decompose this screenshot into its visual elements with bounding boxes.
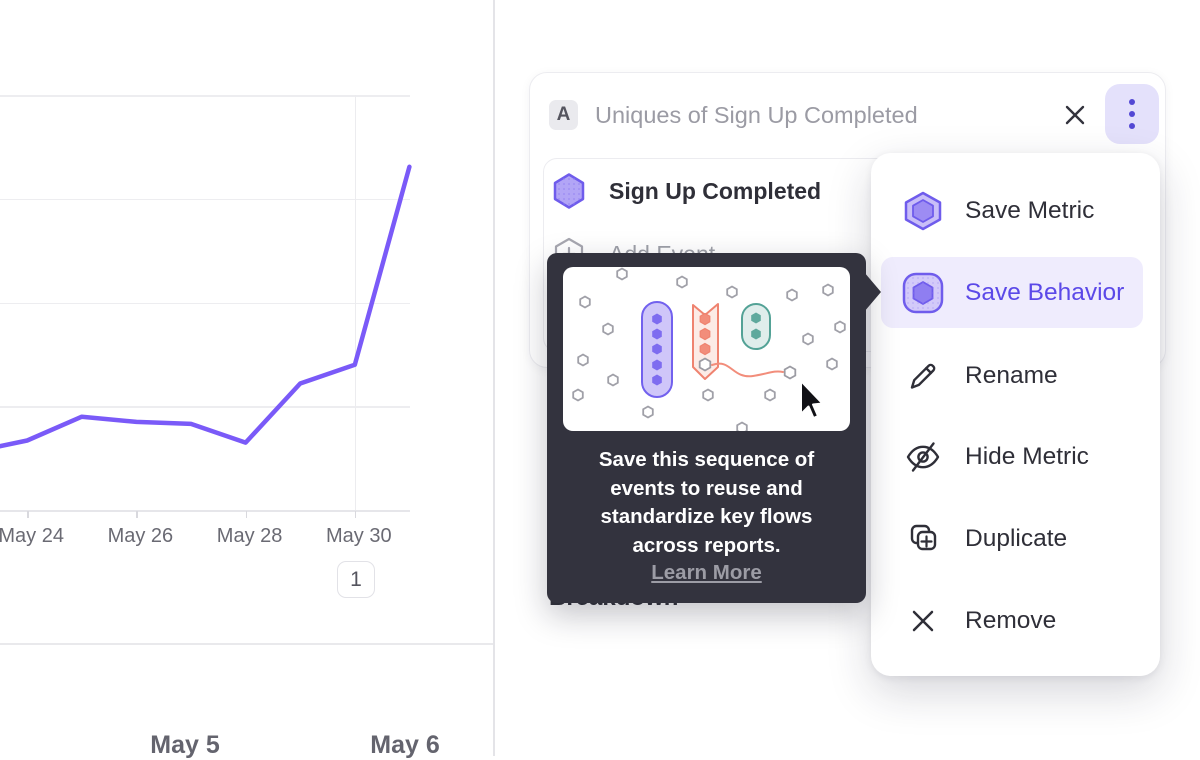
x-icon — [912, 610, 934, 631]
menu-item-label: Hide Metric — [965, 442, 1089, 470]
menu-item-duplicate[interactable]: Duplicate — [881, 503, 1143, 574]
menu-item-rename[interactable]: Rename — [881, 340, 1143, 411]
save-behavior-badge-icon — [902, 272, 944, 313]
x-axis-tick-label: May 26 — [107, 525, 174, 547]
close-button[interactable] — [1062, 102, 1088, 128]
more-options-button[interactable] — [1105, 84, 1159, 144]
gridline — [0, 198, 410, 201]
bottom-axis-label: May 6 — [370, 731, 440, 759]
tooltip-text: Save this sequence of events to reuse an… — [598, 448, 815, 557]
event-label: Sign Up Completed — [609, 177, 822, 204]
menu-item-label: Remove — [965, 606, 1057, 634]
eye-off-icon — [906, 441, 940, 472]
x-axis-tick-label: May 28 — [216, 525, 283, 547]
metric-letter-badge: A — [549, 100, 578, 130]
kebab-menu-icon — [1129, 99, 1135, 129]
pencil-icon — [910, 363, 936, 389]
gridline-vertical — [354, 95, 357, 510]
axis-tick — [245, 511, 248, 518]
menu-item-label: Save Behavior — [965, 278, 1125, 306]
gridline — [0, 406, 410, 408]
save-behavior-tooltip: Save this sequence of events to reuse an… — [547, 253, 881, 603]
panel-divider — [493, 0, 495, 756]
tooltip-arrow — [864, 272, 881, 312]
menu-item-save-behavior[interactable]: Save Behavior — [881, 257, 1143, 328]
sequence-illustration-graphic — [572, 267, 846, 431]
gridline — [0, 95, 410, 97]
x-axis-line — [0, 510, 410, 512]
menu-item-hide-metric[interactable]: Hide Metric — [881, 421, 1143, 492]
menu-item-label: Rename — [965, 361, 1058, 389]
axis-tick — [27, 511, 29, 518]
menu-item-label: Save Metric — [965, 196, 1095, 224]
menu-item-remove[interactable]: Remove — [881, 585, 1143, 656]
close-icon — [1065, 105, 1085, 125]
bottom-axis-label: May 5 — [150, 731, 220, 759]
metric-options-menu: Save Metric Save Behavior Rename Hide Me… — [871, 153, 1160, 676]
event-hexagon-icon — [553, 173, 585, 209]
gridline — [0, 302, 410, 305]
x-axis-tick-label: May 24 — [0, 525, 64, 547]
cursor-icon — [800, 380, 824, 419]
save-metric-hexagon-icon — [904, 191, 942, 230]
event-row-sign-up-completed[interactable]: Sign Up Completed — [552, 172, 821, 210]
horizontal-divider — [0, 643, 494, 645]
behavior-illustration — [563, 267, 850, 431]
metric-title[interactable]: Uniques of Sign Up Completed — [595, 102, 918, 128]
pagination-button[interactable]: 1 — [337, 561, 375, 598]
chart-panel: May 24 May 26 May 28 May 30 1 May 5 May 6 — [0, 0, 494, 759]
x-axis-tick-label: May 30 — [326, 525, 392, 547]
axis-tick — [354, 511, 357, 518]
axis-tick — [136, 511, 138, 518]
line-chart-series — [0, 164, 412, 449]
learn-more-link[interactable]: Learn More — [651, 561, 762, 584]
menu-item-save-metric[interactable]: Save Metric — [881, 175, 1143, 246]
menu-item-label: Duplicate — [965, 524, 1068, 552]
duplicate-icon — [910, 524, 937, 550]
